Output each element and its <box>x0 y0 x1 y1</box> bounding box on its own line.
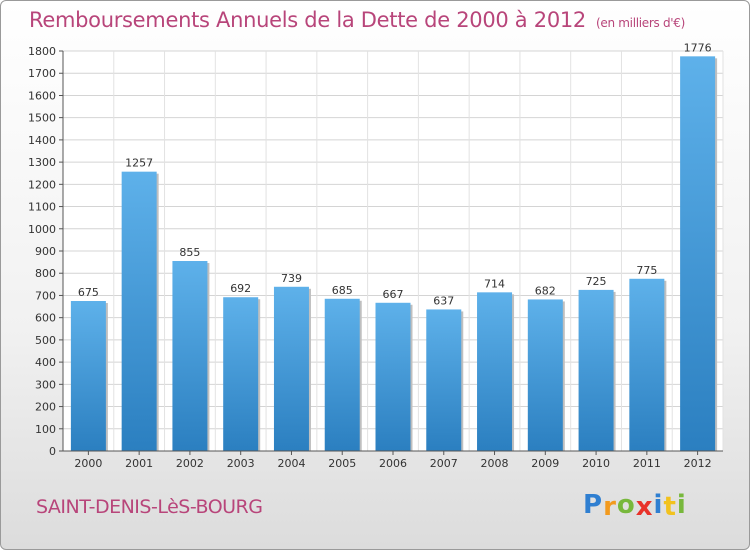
x-tick-label: 2005 <box>328 457 356 470</box>
y-tick-label: 500 <box>35 334 56 347</box>
proxiti-logo: Proxiti <box>583 490 687 522</box>
bar-2007 <box>426 309 462 451</box>
x-tick-label: 2011 <box>633 457 661 470</box>
x-axis: 2000 2001 2002 2003 2004 2005 2006 2007 2008 2009… <box>63 450 723 470</box>
bar-2002 <box>172 261 208 451</box>
bar-value-label: 855 <box>179 246 200 259</box>
x-tick-label: 2000 <box>74 457 102 470</box>
y-tick-label: 600 <box>35 312 56 325</box>
bar-value-label: 682 <box>535 284 556 297</box>
bar-2005 <box>324 298 360 451</box>
logo-letter: x <box>635 492 654 522</box>
title-text: Remboursements Annuels de la Dette de 20… <box>29 8 586 32</box>
bar-2000 <box>70 301 106 451</box>
y-tick-label: 1300 <box>28 156 56 169</box>
logo-letter: P <box>583 490 604 520</box>
x-tick-label: 2002 <box>176 457 204 470</box>
bar-2003 <box>223 297 259 451</box>
bar-2009 <box>527 299 563 451</box>
y-axis: 0 100 200 300 400 500 600 700 800 900 1000 1100 1200… <box>28 45 64 458</box>
bar-value-label: 667 <box>383 288 404 301</box>
x-tick-label: 2006 <box>379 457 407 470</box>
y-tick-label: 300 <box>35 378 56 391</box>
bar-value-label: 675 <box>78 286 99 299</box>
x-tick-label: 2007 <box>430 457 458 470</box>
bar-value-label: 692 <box>230 282 251 295</box>
bar-value-label: 714 <box>484 277 505 290</box>
x-tick-label: 2010 <box>582 457 610 470</box>
unit-label: (en milliers d'€) <box>596 16 686 30</box>
bar-value-label: 725 <box>586 275 607 288</box>
x-tick-label: 2004 <box>277 457 305 470</box>
bar-2001 <box>121 171 157 451</box>
bar-2011 <box>629 278 665 451</box>
y-tick-label: 900 <box>35 245 56 258</box>
bar-value-label: 775 <box>636 264 657 277</box>
bar-2010 <box>578 289 614 451</box>
x-tick-label: 2001 <box>125 457 153 470</box>
logo-letter: t <box>663 492 677 522</box>
bar-value-label: 637 <box>433 294 454 307</box>
logo-letter: r <box>603 492 617 522</box>
logo-letter: i <box>676 490 687 520</box>
y-tick-label: 1500 <box>28 112 56 125</box>
y-tick-label: 800 <box>35 267 56 280</box>
y-tick-label: 0 <box>49 445 56 458</box>
x-tick-label: 2009 <box>531 457 559 470</box>
x-tick-label: 2008 <box>481 457 509 470</box>
bar-2012 <box>680 56 716 451</box>
bar-2008 <box>477 292 513 451</box>
bar-value-label: 1257 <box>125 157 153 170</box>
x-tick-label: 2003 <box>227 457 255 470</box>
chart-title: Remboursements Annuels de la Dette de 20… <box>29 8 685 32</box>
x-tick-label: 2012 <box>684 457 712 470</box>
y-tick-label: 1600 <box>28 89 56 102</box>
bar-2004 <box>273 286 309 451</box>
place-name: SAINT-DENIS-LèS-BOURG <box>36 496 263 518</box>
y-tick-label: 400 <box>35 356 56 369</box>
bars: 675 1257 855 692 739 685 667 637 714 682 725 775 177… <box>70 41 718 451</box>
y-tick-label: 1400 <box>28 134 56 147</box>
y-tick-label: 1200 <box>28 178 56 191</box>
y-tick-label: 1800 <box>28 45 56 58</box>
bar-2006 <box>375 302 411 451</box>
y-tick-label: 1100 <box>28 201 56 214</box>
y-tick-label: 1700 <box>28 67 56 80</box>
y-tick-label: 1000 <box>28 223 56 236</box>
bar-value-label: 685 <box>332 284 353 297</box>
logo-letter: i <box>653 490 664 520</box>
y-tick-label: 700 <box>35 289 56 302</box>
logo-letter: o <box>616 490 636 520</box>
y-tick-label: 200 <box>35 401 56 414</box>
bar-value-label: 1776 <box>684 41 712 54</box>
bar-value-label: 739 <box>281 272 302 285</box>
y-tick-label: 100 <box>35 423 56 436</box>
